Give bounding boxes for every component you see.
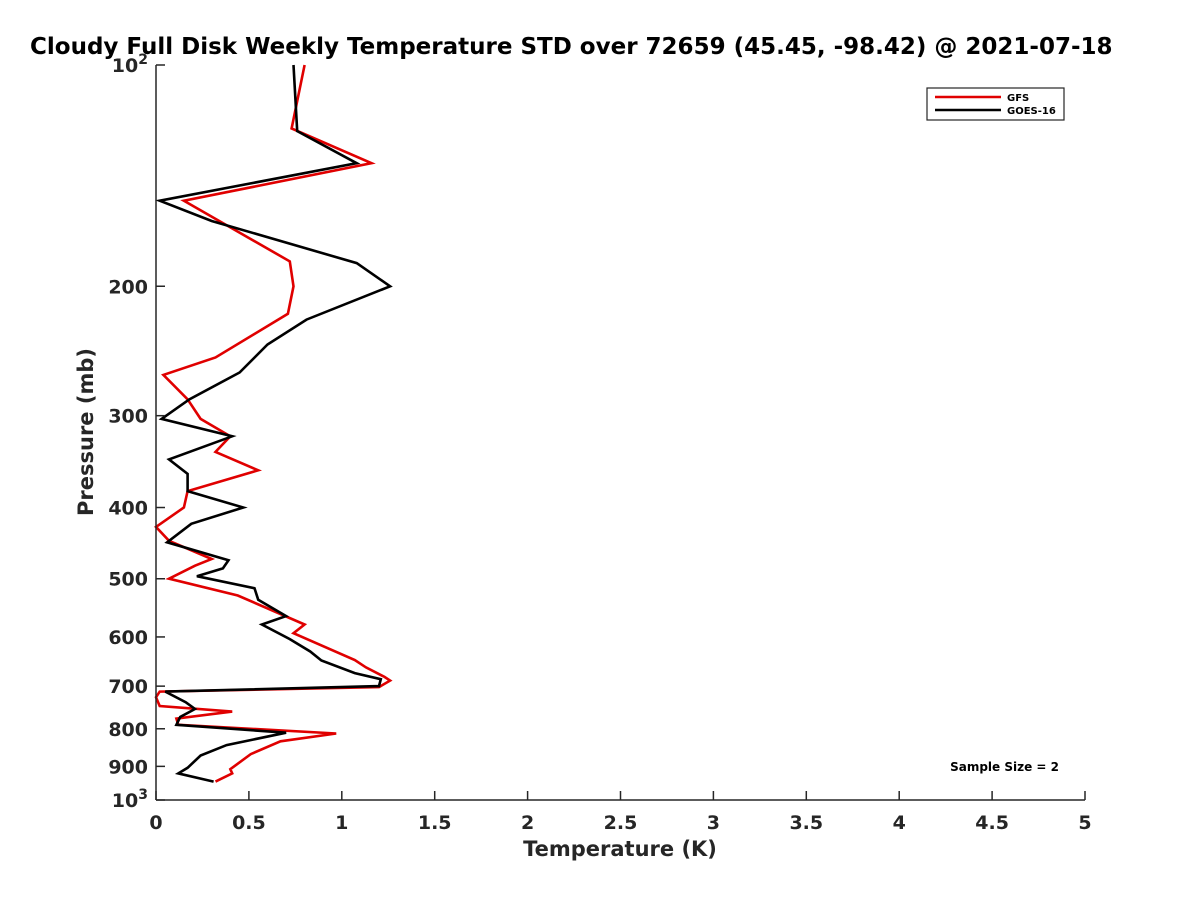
y-axis-ticks: 102 200 300 400 500 600 700 800 900 103: [108, 52, 165, 812]
x-tick-label: 0: [149, 812, 162, 834]
y-tick-label: 900: [108, 756, 148, 778]
y-tick-label: 500: [108, 569, 148, 591]
y-tick-label: 400: [108, 498, 148, 520]
x-tick-label: 5: [1078, 812, 1091, 834]
plot-series-group: [154, 64, 393, 783]
x-tick-label: 4.5: [975, 812, 1009, 834]
legend-box: [926, 87, 1065, 121]
y-tick-label: 700: [108, 676, 148, 698]
x-tick-label: 1.5: [418, 812, 452, 834]
x-tick-label: 3: [707, 812, 720, 834]
y-tick-label: 102: [112, 52, 148, 77]
sample-size-annotation: Sample Size = 2: [950, 760, 1059, 774]
x-axis-title: Temperature (K): [523, 837, 717, 861]
y-tick-label: 600: [108, 627, 148, 649]
y-axis-title: Pressure (mb): [74, 348, 98, 516]
legend-label-goes-16: GOES-16: [1007, 106, 1056, 117]
x-axis-ticks: 0 0.5 1 1.5 2 2.5 3 3.5 4 4.5 5: [149, 791, 1092, 834]
y-tick-label: 800: [108, 719, 148, 741]
x-tick-label: 4: [893, 812, 906, 834]
y-tick-label: 200: [108, 276, 148, 298]
x-tick-label: 3.5: [789, 812, 823, 834]
y-tick-label: 300: [108, 406, 148, 428]
x-tick-label: 1: [335, 812, 348, 834]
chart-title: Cloudy Full Disk Weekly Temperature STD …: [30, 34, 1113, 60]
series-line-goes-16: [155, 64, 393, 783]
x-tick-label: 2: [521, 812, 534, 834]
x-tick-label: 2.5: [604, 812, 638, 834]
y-tick-label: 103: [112, 787, 148, 812]
legend: GFS GOES-16: [926, 87, 1065, 121]
x-tick-label: 0.5: [232, 812, 266, 834]
legend-label-gfs: GFS: [1007, 93, 1029, 104]
